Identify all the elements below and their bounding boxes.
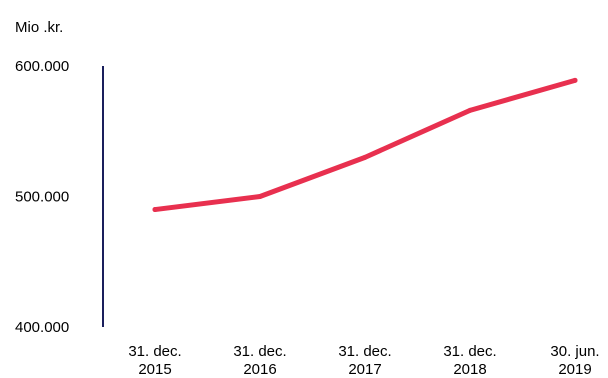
data-point [257, 194, 263, 199]
x-tick-label: 31. dec. 2017 [338, 343, 391, 378]
x-tick-label: 31. dec. 2016 [233, 343, 286, 378]
data-point [467, 107, 473, 113]
series-group [152, 77, 578, 213]
y-tick-label: 400.000 [15, 319, 69, 336]
y-unit-label: Mio .kr. [15, 19, 64, 36]
x-tick-label: 31. dec. 2018 [443, 343, 496, 378]
y-tick-label: 500.000 [15, 189, 69, 206]
x-tick-labels: 31. dec. 2015 31. dec. 2016 31. dec. 2017 31. … [128, 343, 599, 378]
y-tick-label: 600.000 [15, 58, 69, 75]
data-point [152, 207, 158, 213]
data-point [572, 77, 578, 83]
x-tick-label: 31. dec. 2015 [128, 343, 181, 378]
series-line [152, 77, 578, 213]
data-point [362, 154, 368, 160]
x-tick-label: 30. jun. 2019 [550, 343, 599, 378]
y-tick-labels: 600.000 500.000 400.000 [15, 58, 69, 336]
